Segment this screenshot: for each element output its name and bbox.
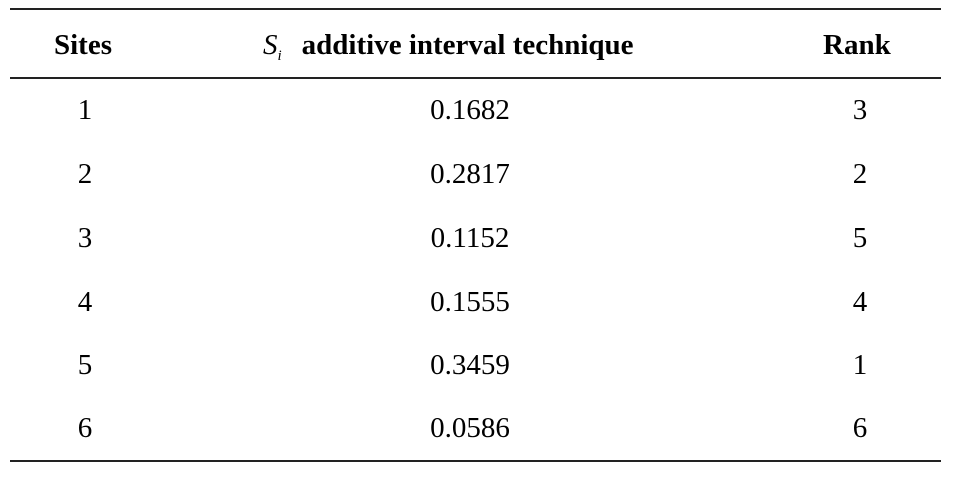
value-cell: 0.0586 bbox=[430, 412, 510, 444]
rank-cell: 1 bbox=[852, 349, 868, 381]
value-cell: 0.1555 bbox=[430, 286, 510, 318]
table-row: 2 0.2817 2 bbox=[10, 143, 941, 207]
top-rule bbox=[10, 8, 941, 10]
site-cell: 1 bbox=[77, 94, 93, 126]
header-rank: Rank bbox=[823, 29, 891, 61]
rank-cell: 3 bbox=[852, 94, 868, 126]
rank-cell: 2 bbox=[852, 158, 868, 190]
bottom-rule bbox=[10, 460, 941, 462]
table-row: 6 0.0586 6 bbox=[10, 397, 941, 461]
header-symbol: Si bbox=[263, 29, 282, 64]
table-row: 1 0.1682 3 bbox=[10, 79, 941, 143]
table-row: 5 0.3459 1 bbox=[10, 334, 941, 398]
site-cell: 3 bbox=[77, 222, 93, 254]
value-cell: 0.1152 bbox=[430, 222, 510, 254]
symbol-base: S bbox=[263, 29, 278, 61]
header-sites: Sites bbox=[54, 29, 112, 61]
value-cell: 0.3459 bbox=[430, 349, 510, 381]
rank-cell: 5 bbox=[852, 222, 868, 254]
rank-cell: 4 bbox=[852, 286, 868, 318]
table-row: 3 0.1152 5 bbox=[10, 207, 941, 271]
symbol-subscript: i bbox=[277, 48, 282, 64]
table-row: 4 0.1555 4 bbox=[10, 271, 941, 335]
header-rule bbox=[10, 77, 941, 79]
header-metric: Si additive interval technique bbox=[263, 28, 634, 73]
site-cell: 2 bbox=[77, 158, 93, 190]
site-cell: 4 bbox=[77, 286, 93, 318]
value-cell: 0.2817 bbox=[430, 158, 510, 190]
table-header: Sites Si additive interval technique Rank bbox=[10, 10, 941, 77]
site-cell: 6 bbox=[77, 412, 93, 444]
value-cell: 0.1682 bbox=[430, 94, 510, 126]
site-cell: 5 bbox=[77, 349, 93, 381]
header-metric-label: additive interval technique bbox=[301, 29, 634, 61]
rank-cell: 6 bbox=[852, 412, 868, 444]
